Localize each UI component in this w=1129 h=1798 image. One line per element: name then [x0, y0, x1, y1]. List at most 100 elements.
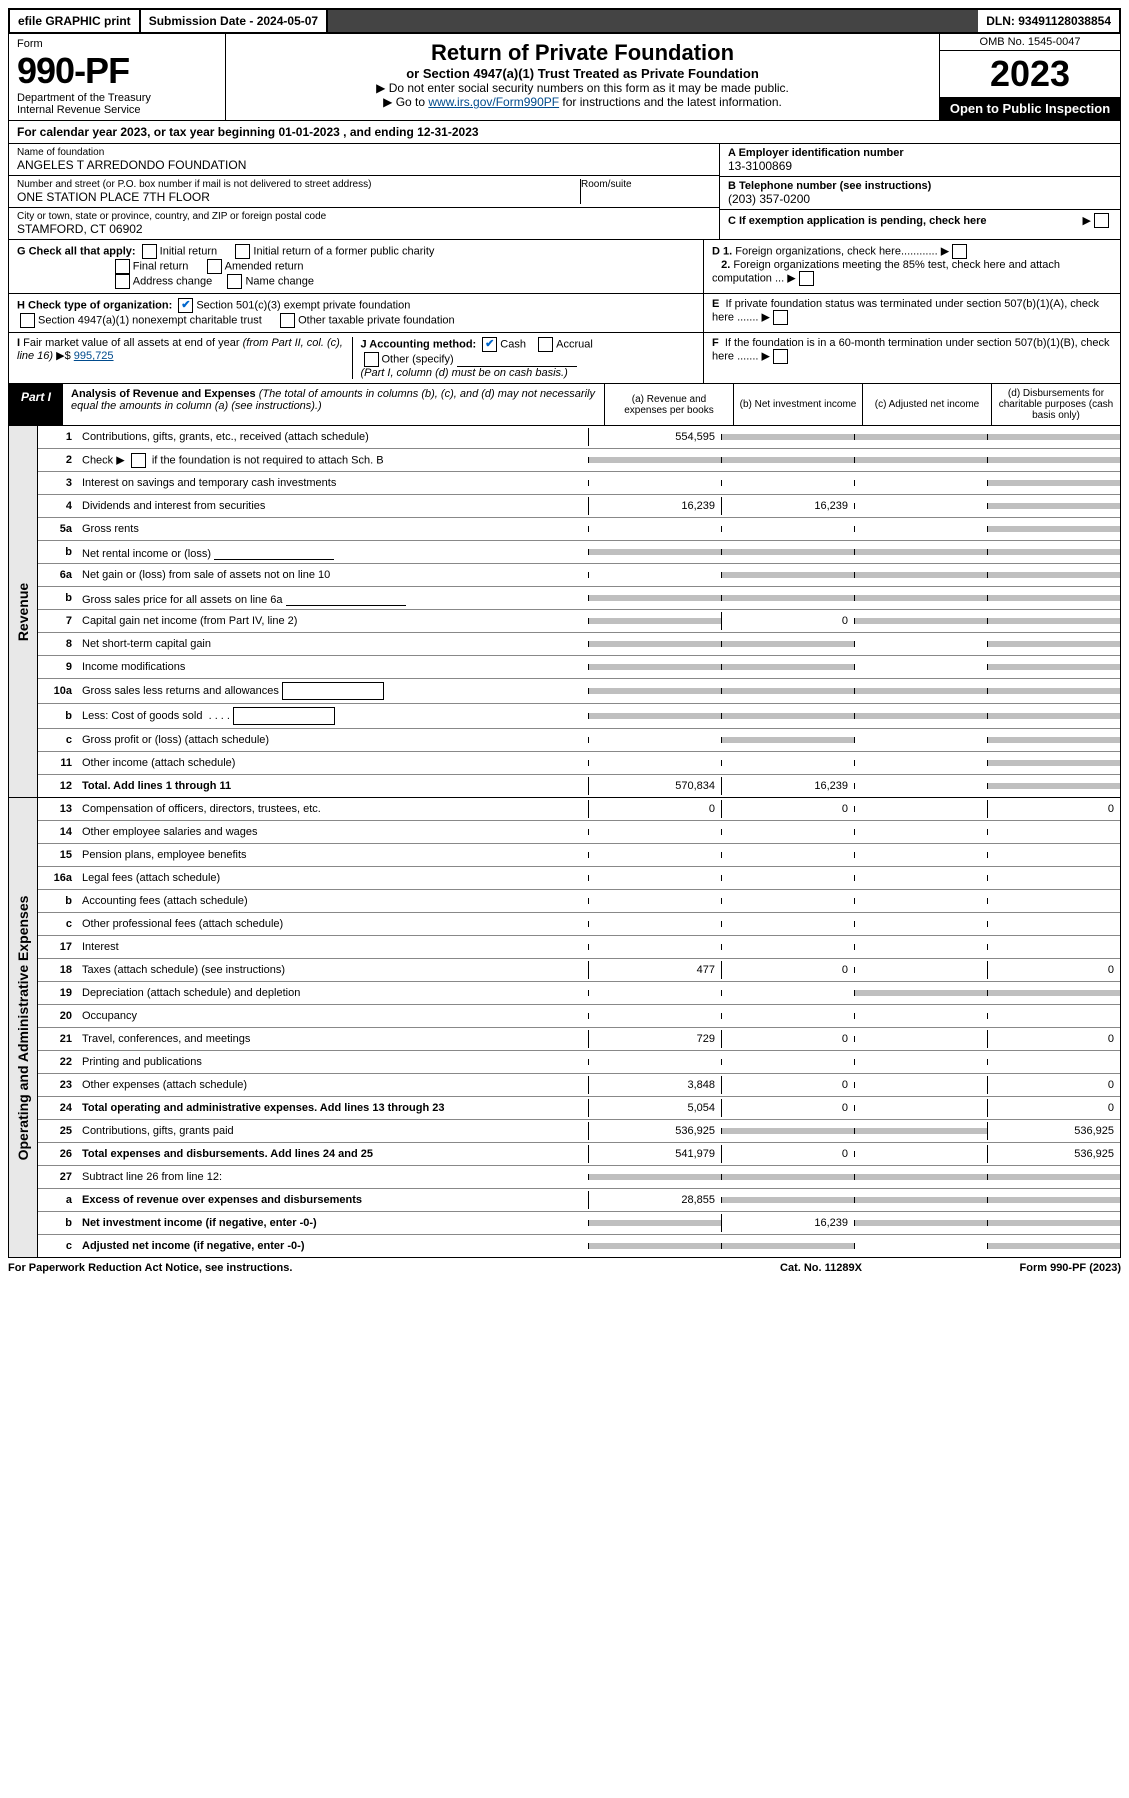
page-footer: For Paperwork Reduction Act Notice, see … [8, 1258, 1121, 1278]
l4-b: 16,239 [721, 497, 854, 515]
schb-checkbox[interactable] [131, 453, 146, 468]
phone-label: B Telephone number (see instructions) [728, 180, 1112, 192]
l27b: Net investment income (if negative, ente… [78, 1214, 588, 1232]
l1-a: 554,595 [588, 428, 721, 446]
j2: Accrual [556, 338, 593, 350]
l27b-b: 16,239 [721, 1214, 854, 1232]
l27c: Adjusted net income (if negative, enter … [78, 1237, 588, 1255]
l8: Net short-term capital gain [78, 635, 588, 653]
form-subtitle: or Section 4947(a)(1) Trust Treated as P… [232, 66, 933, 81]
city-label: City or town, state or province, country… [17, 211, 711, 222]
cat-number: Cat. No. 11289X [721, 1262, 921, 1274]
l13-a: 0 [588, 800, 721, 818]
l21-d: 0 [987, 1030, 1120, 1048]
open-inspection: Open to Public Inspection [940, 97, 1120, 120]
l26-a: 541,979 [588, 1145, 721, 1163]
l18-b: 0 [721, 961, 854, 979]
expenses-section: Operating and Administrative Expenses 13… [8, 798, 1121, 1258]
l26-d: 536,925 [987, 1145, 1120, 1163]
j-note: (Part I, column (d) must be on cash basi… [361, 367, 568, 379]
form-header: Form 990-PF Department of the Treasury I… [8, 34, 1121, 121]
l13-d: 0 [987, 800, 1120, 818]
form-link[interactable]: www.irs.gov/Form990PF [428, 95, 559, 109]
l9: Income modifications [78, 658, 588, 676]
l24-b: 0 [721, 1099, 854, 1117]
l16c: Other professional fees (attach schedule… [78, 915, 588, 933]
col-c-header: (c) Adjusted net income [862, 384, 991, 425]
initial-return-checkbox[interactable] [142, 244, 157, 259]
final-return-checkbox[interactable] [115, 259, 130, 274]
address-change-checkbox[interactable] [115, 274, 130, 289]
l24-d: 0 [987, 1099, 1120, 1117]
l6a: Net gain or (loss) from sale of assets n… [78, 566, 588, 584]
calendar-year-row: For calendar year 2023, or tax year begi… [8, 121, 1121, 144]
l25-d: 536,925 [987, 1122, 1120, 1140]
l25-a: 536,925 [588, 1122, 721, 1140]
initial-public-checkbox[interactable] [235, 244, 250, 259]
l18: Taxes (attach schedule) (see instruction… [78, 961, 588, 979]
cash-checkbox[interactable]: ✔ [482, 337, 497, 352]
foundation-address: ONE STATION PLACE 7TH FLOOR [17, 190, 580, 204]
501c3-checkbox[interactable]: ✔ [178, 298, 193, 313]
l20: Occupancy [78, 1007, 588, 1025]
l19: Depreciation (attach schedule) and deple… [78, 984, 588, 1002]
l16a: Legal fees (attach schedule) [78, 869, 588, 887]
g-label: G Check all that apply: [17, 245, 136, 257]
l4: Dividends and interest from securities [78, 497, 588, 515]
l1: Contributions, gifts, grants, etc., rece… [78, 428, 588, 446]
name-change-checkbox[interactable] [227, 274, 242, 289]
foundation-city: STAMFORD, CT 06902 [17, 222, 711, 236]
top-bar: efile GRAPHIC print Submission Date - 20… [8, 8, 1121, 34]
revenue-side-label: Revenue [9, 426, 38, 797]
j-label: J Accounting method: [361, 338, 477, 350]
arrow-icon: ▶ [1083, 214, 1091, 227]
other-taxable-checkbox[interactable] [280, 313, 295, 328]
h3: Other taxable private foundation [298, 314, 455, 326]
efile-label[interactable]: efile GRAPHIC print [10, 10, 141, 32]
amended-return-checkbox[interactable] [207, 259, 222, 274]
l13-b: 0 [721, 800, 854, 818]
l3: Interest on savings and temporary cash i… [78, 474, 588, 492]
phone-value: (203) 357-0200 [728, 192, 1112, 206]
part1-title: Analysis of Revenue and Expenses [71, 388, 256, 400]
l18-d: 0 [987, 961, 1120, 979]
accrual-checkbox[interactable] [538, 337, 553, 352]
l12-a: 570,834 [588, 777, 721, 795]
tax-year: 2023 [940, 51, 1120, 97]
col-d-header: (d) Disbursements for charitable purpose… [991, 384, 1120, 425]
l10c: Gross profit or (loss) (attach schedule) [78, 731, 588, 749]
l4-a: 16,239 [588, 497, 721, 515]
l7-b: 0 [721, 612, 854, 630]
l24: Total operating and administrative expen… [78, 1099, 588, 1117]
check-section: G Check all that apply: Initial return I… [8, 240, 1121, 384]
l5a: Gross rents [78, 520, 588, 538]
paperwork-notice: For Paperwork Reduction Act Notice, see … [8, 1262, 721, 1274]
d1-checkbox[interactable] [952, 244, 967, 259]
exemption-checkbox[interactable] [1094, 213, 1109, 228]
l27a-a: 28,855 [588, 1191, 721, 1209]
f-checkbox[interactable] [773, 349, 788, 364]
l2: Check ▶ if the foundation is not require… [78, 450, 588, 471]
l27a: Excess of revenue over expenses and disb… [78, 1191, 588, 1209]
instr-pre: ▶ Go to [383, 95, 428, 109]
g3: Final return [133, 260, 189, 272]
h1: Section 501(c)(3) exempt private foundat… [196, 299, 410, 311]
instr-link-row: ▶ Go to www.irs.gov/Form990PF for instru… [232, 95, 933, 109]
instr-post: for instructions and the latest informat… [562, 95, 781, 109]
h-label: H Check type of organization: [17, 299, 172, 311]
e-checkbox[interactable] [773, 310, 788, 325]
form-title: Return of Private Foundation [232, 40, 933, 66]
form-label: Form [17, 38, 217, 50]
d2-checkbox[interactable] [799, 271, 814, 286]
g6: Name change [245, 275, 314, 287]
form-footer: Form 990-PF (2023) [921, 1262, 1121, 1274]
g1: Initial return [160, 245, 217, 257]
fmv-value[interactable]: 995,725 [74, 350, 114, 362]
4947-checkbox[interactable] [20, 313, 35, 328]
other-method-checkbox[interactable] [364, 352, 379, 367]
l22: Printing and publications [78, 1053, 588, 1071]
g5: Address change [133, 275, 213, 287]
l26-b: 0 [721, 1145, 854, 1163]
exemption-label: C If exemption application is pending, c… [728, 215, 1083, 227]
room-label: Room/suite [581, 179, 711, 190]
